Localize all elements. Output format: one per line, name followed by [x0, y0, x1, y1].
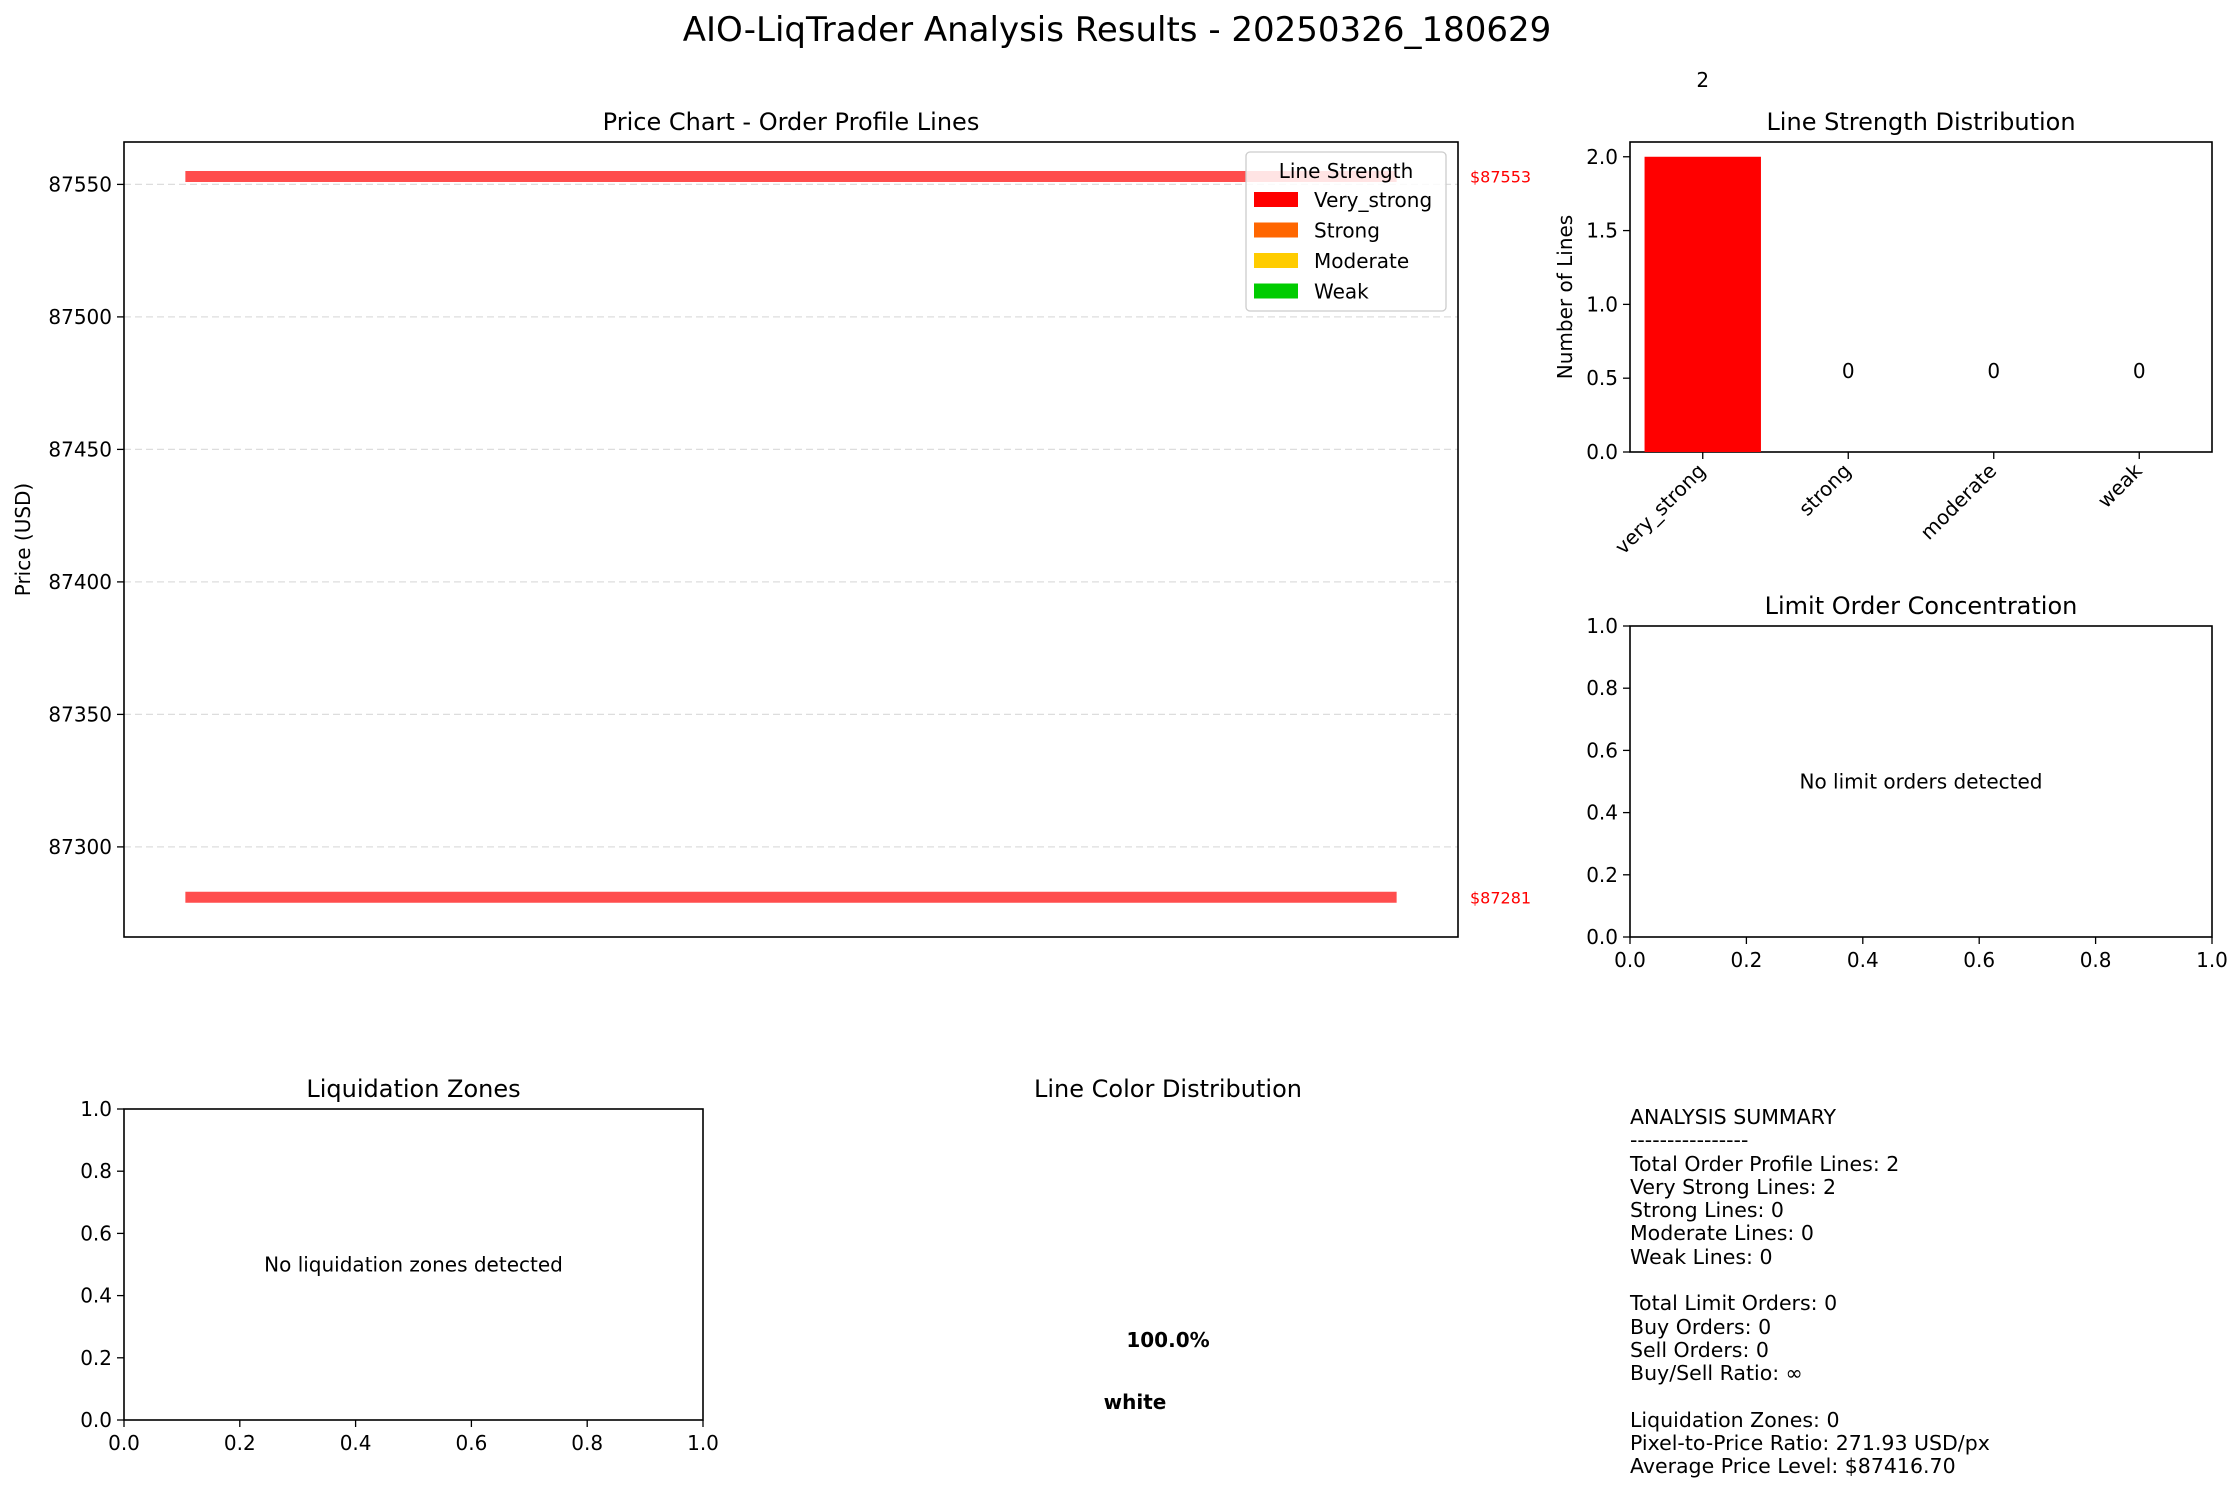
y-tick-label: 87400 [48, 570, 112, 594]
x-tick-label: 1.0 [687, 1431, 719, 1455]
x-tick-label: 0.6 [1963, 948, 1995, 972]
x-tick-label: 0.0 [108, 1431, 140, 1455]
legend-swatch [1254, 253, 1298, 268]
y-tick-label: 1.5 [1586, 219, 1618, 243]
axes-frame [1629, 141, 2213, 453]
bar-value-label: 0 [2133, 359, 2146, 383]
x-tick-label: 0.8 [571, 1431, 603, 1455]
bar-value-label: 0 [1987, 359, 2000, 383]
legend: Line Strength Very_strong Strong Moderate We… [1245, 151, 1447, 312]
y-tick-label: 0.2 [80, 1346, 112, 1370]
y-tick-label: 87350 [48, 702, 112, 726]
price-level-label: $87553 [1470, 167, 1531, 186]
legend-box [1245, 151, 1447, 312]
figure-title: AIO-LiqTrader Analysis Results - 2025032… [683, 10, 1552, 50]
pie-slice-label: white [1104, 1390, 1167, 1414]
summary-line: Buy Orders: 0 [1630, 1314, 1772, 1339]
summary-line: ANALYSIS SUMMARY [1630, 1105, 1837, 1129]
y-tick-label: 0.0 [80, 1408, 112, 1432]
color-distribution-chart: Line Color Distribution 100.0% white [1026, 1075, 1310, 1414]
empty-message: No limit orders detected [1800, 770, 2043, 794]
x-tick-label: 0.8 [2080, 948, 2112, 972]
y-tick-label: 0.2 [1586, 863, 1618, 887]
y-tick-label: 0.6 [80, 1221, 112, 1245]
x-tick-label: weak [2093, 458, 2147, 512]
pie-pct-label: 100.0% [1126, 1328, 1209, 1352]
chart-title: Line Strength Distribution [1766, 108, 2075, 136]
liquidation-zones-chart: 0.0 0.2 0.4 0.6 0.8 1.0 0.0 0.2 0.4 0.6 0.8 1.0 Liqu… [80, 1075, 719, 1455]
x-tick-label: very_strong [1610, 459, 1710, 559]
x-tick-label: 0.2 [224, 1431, 256, 1455]
summary-line: Moderate Lines: 0 [1630, 1221, 1814, 1246]
summary-line: ---------------- [1630, 1128, 1749, 1153]
y-tick-label: 87300 [48, 835, 112, 859]
summary-line: Average Price Level: $87416.70 [1630, 1454, 1956, 1479]
summary-line: Strong Lines: 0 [1630, 1198, 1784, 1223]
y-axis-label: Number of Lines [1553, 215, 1577, 379]
axes-frame [1629, 625, 2213, 938]
x-tick-label: strong [1794, 459, 1856, 521]
y-tick-label: 0.0 [1586, 440, 1618, 464]
summary-line [1630, 1386, 1990, 1409]
y-tick-label: 87450 [48, 437, 112, 461]
summary-line: Buy/Sell Ratio: ∞ [1630, 1361, 1803, 1386]
legend-swatch [1254, 192, 1298, 207]
summary-line [1630, 1269, 1990, 1292]
y-tick-label: 2.0 [1586, 145, 1618, 169]
y-tick-label: 87500 [48, 305, 112, 329]
pie-slice [1026, 1124, 1310, 1408]
y-tick-label: 0.8 [1586, 676, 1618, 700]
legend-label: Very_strong [1314, 188, 1432, 212]
strength-distribution-chart: 0.0 0.5 1.0 1.5 2.0 Line Strength Distributio… [1553, 68, 2213, 559]
price-chart: 87300 87350 87400 87450 87500 87550 Price Char… [11, 108, 1531, 938]
y-tick-label: 1.0 [1586, 614, 1618, 638]
summary-line: Liquidation Zones: 0 [1630, 1407, 1840, 1432]
price-level-label: $87281 [1470, 888, 1531, 907]
chart-title: Limit Order Concentration [1765, 592, 2078, 620]
y-axis-label: Price (USD) [11, 483, 35, 597]
y-tick-label: 0.8 [80, 1159, 112, 1183]
legend-label: Moderate [1314, 249, 1409, 273]
y-tick-label: 0.6 [1586, 738, 1618, 762]
bar-value-label: 0 [1842, 359, 1855, 383]
axes-frame [123, 1108, 704, 1421]
chart-title: Line Color Distribution [1034, 1075, 1302, 1103]
summary-line: Sell Orders: 0 [1630, 1337, 1769, 1362]
summary-line: Weak Lines: 0 [1630, 1244, 1773, 1269]
x-tick-label: 0.2 [1730, 948, 1762, 972]
bar-value-label: 2 [1696, 68, 1709, 92]
y-tick-label: 0.4 [1586, 801, 1618, 825]
empty-message: No liquidation zones detected [264, 1253, 563, 1277]
legend-swatch [1254, 222, 1298, 238]
x-tick-label: 0.0 [1614, 948, 1646, 972]
y-tick-label: 87550 [48, 172, 112, 196]
y-tick-label: 0.5 [1586, 366, 1618, 390]
limit-order-chart: 0.0 0.2 0.4 0.6 0.8 1.0 0.0 0.2 0.4 0.6 0.8 1.0 Limi… [1586, 592, 2228, 972]
legend-label: Strong [1314, 219, 1380, 243]
x-tick-label: 1.0 [2196, 948, 2228, 972]
summary-line: Total Order Profile Lines: 2 [1630, 1151, 1900, 1176]
y-tick-label: 1.0 [1586, 292, 1618, 316]
summary-line: Very Strong Lines: 2 [1630, 1174, 1837, 1199]
x-tick-label: 0.4 [1847, 948, 1879, 972]
x-tick-label: 0.6 [455, 1431, 487, 1455]
bar [1644, 156, 1761, 452]
legend-title: Line Strength [1279, 159, 1414, 183]
summary-line: Pixel-to-Price Ratio: 271.93 USD/px [1630, 1431, 1990, 1456]
legend-label: Weak [1314, 280, 1369, 304]
x-tick-label: moderate [1915, 459, 2001, 545]
legend-swatch [1254, 283, 1298, 299]
chart-title: Liquidation Zones [306, 1075, 520, 1103]
y-tick-label: 1.0 [80, 1097, 112, 1121]
chart-title: Price Chart - Order Profile Lines [603, 108, 980, 136]
summary-line: Total Limit Orders: 0 [1630, 1291, 1838, 1316]
analysis-summary: ANALYSIS SUMMARY ---------------- Total Or… [1630, 1105, 1990, 1479]
y-tick-label: 0.4 [80, 1284, 112, 1308]
axes-frame [123, 141, 1459, 938]
x-tick-label: 0.4 [340, 1431, 372, 1455]
y-tick-label: 0.0 [1586, 925, 1618, 949]
